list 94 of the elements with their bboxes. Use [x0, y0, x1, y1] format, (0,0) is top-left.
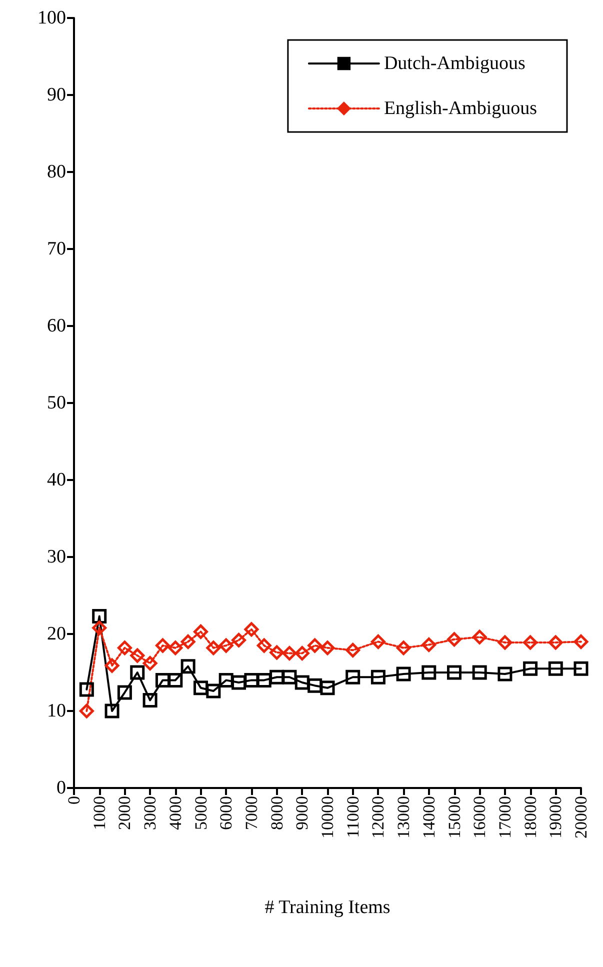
- y-tick-label: 80: [47, 162, 66, 182]
- y-tick-label: 100: [38, 8, 66, 28]
- point: [218, 638, 234, 653]
- legend-label: Dutch-Ambiguous: [384, 53, 526, 74]
- x-tick-label: 15000: [444, 796, 464, 838]
- x-tick-label: 18000: [520, 796, 540, 838]
- point: [422, 638, 436, 652]
- x-tick-label: 2000: [115, 796, 134, 830]
- point: [180, 659, 196, 674]
- y-tick-label: 40: [47, 470, 66, 490]
- point: [472, 630, 487, 644]
- point: [370, 634, 386, 649]
- point: [232, 632, 246, 648]
- point: [206, 684, 221, 698]
- point: [447, 632, 462, 647]
- y-tick-label: 20: [47, 624, 66, 644]
- point: [270, 645, 284, 660]
- point: [346, 670, 360, 684]
- point: [92, 620, 107, 636]
- point: [472, 665, 487, 680]
- point: [218, 672, 234, 688]
- point: [256, 672, 272, 688]
- point: [130, 648, 145, 663]
- point: [180, 634, 196, 649]
- point: [142, 656, 158, 671]
- x-tick-label: 17000: [495, 796, 514, 838]
- x-tick-label: 20000: [572, 796, 590, 838]
- point: [320, 680, 335, 696]
- point: [346, 642, 360, 658]
- x-tick-label: 8000: [267, 796, 286, 830]
- y-tick-label: 70: [47, 238, 66, 260]
- point: [142, 692, 158, 708]
- x-tick-label: 11000: [343, 796, 362, 838]
- point: [117, 685, 132, 700]
- point: [498, 666, 512, 682]
- point: [194, 624, 208, 639]
- point: [523, 635, 538, 650]
- x-tick-label: 4000: [166, 796, 185, 830]
- point: [308, 678, 322, 693]
- x-tick-label: 6000: [216, 796, 236, 830]
- y-tick-label: 90: [47, 84, 66, 106]
- point: [282, 670, 297, 684]
- point: [282, 646, 297, 660]
- y-tick-label: 10: [47, 700, 66, 722]
- y-tick-label: 30: [47, 546, 66, 568]
- x-tick-label: 13000: [394, 796, 414, 838]
- point: [294, 675, 310, 690]
- point: [548, 661, 563, 676]
- y-tick-label: 50: [47, 392, 66, 414]
- point: [206, 640, 221, 656]
- point: [308, 638, 322, 653]
- point: [396, 640, 411, 656]
- legend-label: English-Ambiguous: [384, 98, 538, 119]
- point: [232, 675, 246, 690]
- point: [523, 661, 538, 676]
- point: [194, 680, 208, 696]
- x-tick-label: 3000: [140, 796, 160, 830]
- y-tick-label: 60: [47, 316, 66, 336]
- point: [79, 704, 94, 718]
- point: [396, 666, 411, 682]
- point: [498, 635, 512, 650]
- point: [447, 665, 462, 680]
- point: [155, 638, 170, 653]
- point: [256, 638, 272, 653]
- x-tick-label: 1000: [90, 796, 109, 830]
- point: [79, 682, 94, 697]
- x-tick-label: 14000: [419, 796, 438, 838]
- point: [92, 609, 107, 624]
- x-tick-label: 7000: [242, 796, 261, 830]
- x-tick-label: 19000: [546, 796, 566, 838]
- point: [294, 646, 310, 660]
- point: [574, 634, 588, 649]
- point: [130, 665, 145, 680]
- point: [117, 640, 132, 656]
- x-tick-label: 5000: [191, 796, 210, 830]
- x-tick-label: 10000: [318, 796, 337, 838]
- point: [168, 640, 183, 656]
- y-tick-label: 0: [56, 778, 66, 798]
- point: [244, 622, 259, 637]
- point: [574, 661, 588, 676]
- point: [270, 670, 284, 684]
- point: [104, 658, 120, 673]
- point: [370, 670, 386, 684]
- point: [422, 665, 436, 680]
- x-tick-label: 0: [64, 796, 84, 804]
- x-axis-title: # Training Items: [264, 897, 390, 918]
- x-tick-label: 16000: [470, 796, 490, 838]
- point: [548, 635, 563, 650]
- x-tick-label: 12000: [368, 796, 388, 838]
- point: [104, 704, 120, 718]
- point: [155, 672, 170, 688]
- point: [320, 640, 335, 656]
- point: [168, 672, 183, 688]
- x-tick-label: 9000: [292, 796, 312, 830]
